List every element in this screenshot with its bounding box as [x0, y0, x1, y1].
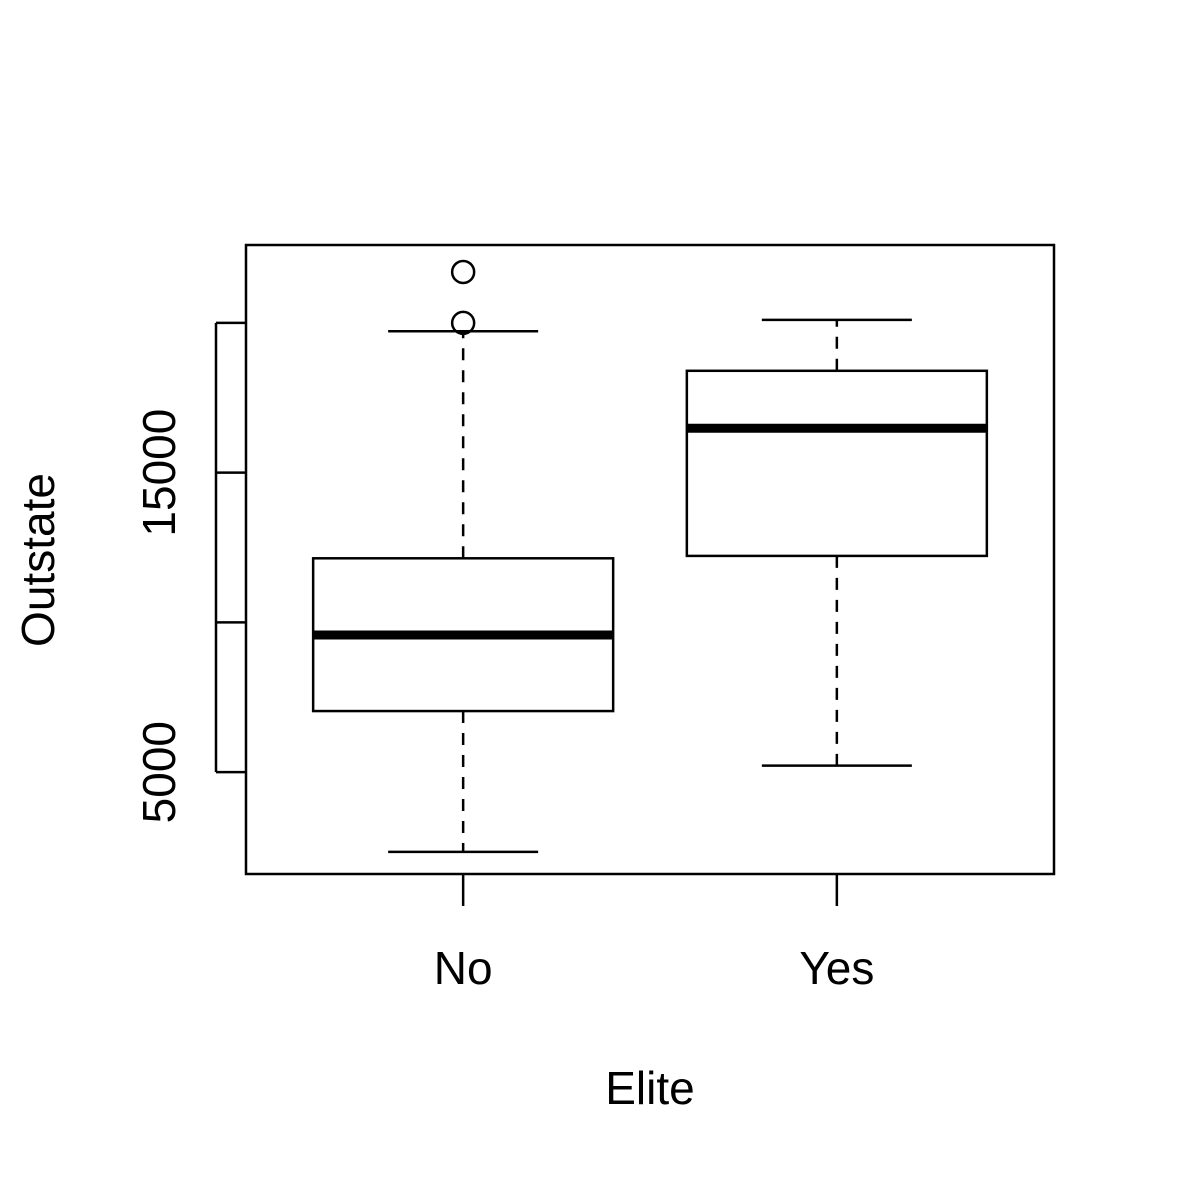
x-axis-title: Elite [605, 1062, 694, 1114]
chart-marks: 5000 15000 No Yes [133, 259, 989, 994]
y-tick-label: 15000 [133, 409, 185, 537]
y-tick-label: 5000 [133, 721, 185, 823]
x-tick-label: No [434, 942, 493, 994]
box-yes [685, 369, 989, 558]
outlier-point [450, 310, 476, 336]
y-axis-title: Outstate [12, 473, 64, 647]
plot-frame [244, 243, 1056, 876]
outlier-point [450, 259, 476, 285]
x-tick-label: Yes [799, 942, 874, 994]
